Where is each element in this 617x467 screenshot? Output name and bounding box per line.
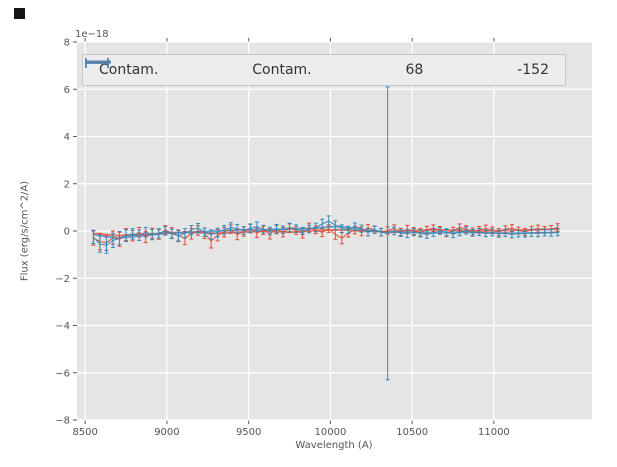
- y-tick-label: 2: [64, 179, 70, 190]
- x-tick-label: 8500: [72, 427, 97, 438]
- legend: Contam. Contam. 68 -152: [82, 54, 566, 86]
- x-tick-label: 10000: [315, 427, 347, 438]
- y-tick-label: 6: [64, 85, 70, 96]
- series-path: [93, 226, 558, 244]
- legend-entry-contam-blue: Contam.: [85, 60, 312, 78]
- x-tick-label: 9500: [236, 427, 261, 438]
- y-axis-offset-label: 1e−18: [75, 29, 109, 40]
- series-3--152: [91, 86, 560, 381]
- y-tick-label: −2: [55, 274, 70, 285]
- y-tick-label: 0: [64, 227, 70, 238]
- y-tick-label: −8: [55, 416, 70, 427]
- legend-label-contam-blue: Contam.: [252, 62, 312, 78]
- y-axis-label: Flux (erg/s/cm^2/A): [19, 180, 31, 282]
- blue-line-sample-icon: [85, 60, 111, 64]
- x-tick-label: 10500: [396, 427, 428, 438]
- legend-label-68: 68: [405, 62, 424, 78]
- legend-label-minus-152: -152: [517, 62, 549, 78]
- x-axis-label: Wavelength (A): [295, 440, 373, 451]
- series-path: [92, 220, 558, 246]
- blue-errorbar-sample-icon: [85, 58, 109, 68]
- y-tick-label: −6: [55, 368, 70, 379]
- legend-label-contam-red: Contam.: [99, 62, 159, 78]
- window-artifact: [14, 8, 25, 19]
- y-tick-label: 4: [64, 132, 70, 143]
- y-tick-label: −4: [55, 321, 70, 332]
- x-tick-label: 9000: [154, 427, 179, 438]
- y-tick-label: 8: [64, 38, 70, 49]
- legend-entry-minus-152: -152: [85, 58, 549, 78]
- x-tick-label: 11000: [478, 427, 510, 438]
- legend-entry-68: 68: [85, 58, 424, 78]
